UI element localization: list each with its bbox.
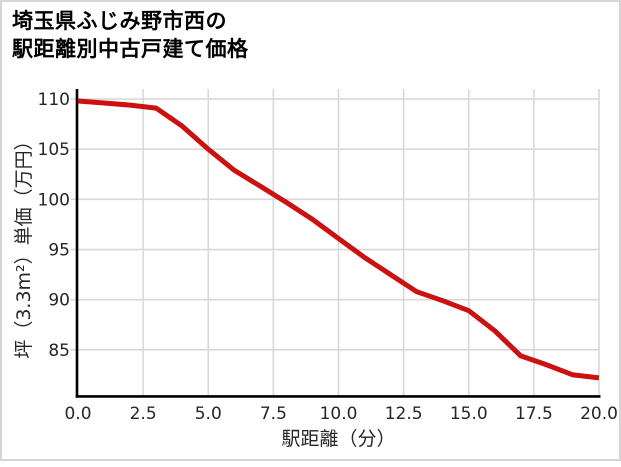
y-axis-label: 坪（3.3m²）単価（万円） xyxy=(13,131,35,358)
y-tick-label: 90 xyxy=(48,291,70,311)
x-tick-label: 17.5 xyxy=(515,404,553,424)
x-axis-label: 駅距離（分） xyxy=(281,428,395,450)
x-tick-label: 20.0 xyxy=(580,404,618,424)
chart-title-line2: 駅距離別中古戸建て価格 xyxy=(12,37,249,61)
x-tick-label: 5.0 xyxy=(195,404,222,424)
chart-title: 埼玉県ふじみ野市西の 駅距離別中古戸建て価格 xyxy=(12,7,249,63)
y-tick-label: 105 xyxy=(38,140,70,160)
y-tick-labels: 85 90 95 100 105 110 xyxy=(38,90,70,361)
x-tick-label: 12.5 xyxy=(385,404,423,424)
x-tick-label: 0.0 xyxy=(64,404,91,424)
x-tick-labels: 0.0 2.5 5.0 7.5 10.0 12.5 15.0 17.5 20.0 xyxy=(64,404,617,424)
x-tick-label: 7.5 xyxy=(260,404,287,424)
x-tick-label: 15.0 xyxy=(450,404,488,424)
y-tick-label: 100 xyxy=(38,190,70,210)
axes xyxy=(75,89,601,398)
y-tick-label: 110 xyxy=(38,90,70,110)
chart-title-line1: 埼玉県ふじみ野市西の xyxy=(12,9,227,33)
y-tick-label: 95 xyxy=(48,241,70,261)
x-tick-label: 2.5 xyxy=(130,404,157,424)
price-line-series xyxy=(77,98,600,381)
y-tick-label: 85 xyxy=(48,341,70,361)
x-tick-label: 10.0 xyxy=(320,404,358,424)
gridlines xyxy=(70,89,600,396)
